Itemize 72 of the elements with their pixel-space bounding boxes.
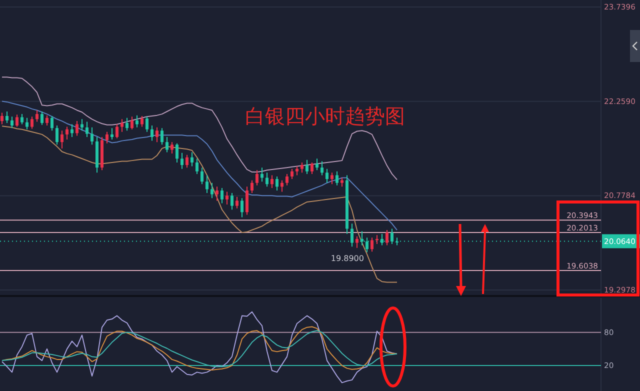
candlestick	[70, 124, 74, 138]
candlestick	[300, 162, 304, 174]
candlestick	[46, 114, 48, 126]
candlestick	[370, 237, 374, 252]
candlestick	[256, 170, 258, 186]
candlestick	[116, 124, 118, 139]
candlestick	[310, 162, 314, 174]
candlestick	[110, 128, 114, 140]
candlestick	[90, 126, 94, 146]
candlestick	[156, 126, 158, 143]
candlestick	[286, 173, 288, 186]
candlestick	[166, 136, 168, 153]
candlestick	[190, 152, 194, 167]
candlestick	[60, 130, 64, 149]
candlestick	[280, 180, 284, 192]
candlestick	[240, 198, 244, 218]
candlestick	[20, 114, 24, 125]
candlestick	[200, 167, 204, 185]
candlestick	[266, 172, 268, 188]
candlestick	[36, 110, 38, 122]
candlestick	[80, 118, 84, 132]
candlestick	[216, 186, 218, 202]
candlestick	[326, 168, 328, 184]
candlestick	[316, 158, 318, 171]
candlestick	[276, 176, 278, 192]
candlestick	[336, 170, 338, 186]
candlestick	[170, 142, 174, 154]
candlestick	[290, 168, 294, 180]
candlestick	[306, 159, 308, 174]
candlestick	[50, 115, 54, 132]
candlestick	[220, 187, 224, 204]
candlestick	[16, 114, 18, 128]
candlestick	[250, 180, 254, 194]
candlestick	[106, 131, 108, 144]
candlestick	[206, 174, 208, 194]
candlestick	[130, 116, 134, 130]
candlestick	[120, 118, 124, 132]
annotation: 19.8900	[330, 254, 364, 263]
candlestick	[56, 125, 58, 146]
candlestick	[6, 111, 8, 124]
candlestick	[270, 174, 274, 188]
candlestick	[196, 158, 198, 174]
candlestick	[76, 120, 78, 136]
candlestick	[10, 116, 14, 129]
text: 白银四小时趋势图	[245, 104, 405, 128]
candlestick	[330, 172, 334, 185]
candlestick	[160, 128, 164, 146]
candlestick	[356, 236, 358, 248]
candlestick	[66, 126, 68, 140]
candlestick	[146, 116, 148, 132]
line-series	[2, 126, 398, 283]
candlestick	[176, 142, 178, 163]
candlestick	[140, 115, 144, 128]
candlestick	[0, 112, 4, 125]
candlestick	[260, 167, 264, 182]
candlestick	[86, 121, 88, 138]
candlestick	[186, 154, 188, 168]
candlestick	[236, 196, 238, 209]
candlestick	[230, 192, 234, 210]
candlestick	[320, 160, 324, 176]
candlestick	[386, 230, 388, 246]
candlestick	[150, 125, 154, 142]
candlestick	[246, 186, 248, 216]
candlestick	[126, 117, 128, 132]
candlestick	[26, 117, 28, 130]
candlestick	[226, 191, 228, 206]
candlestick	[136, 114, 138, 128]
candlestick	[40, 111, 44, 126]
candlestick	[210, 182, 214, 199]
candlestick	[30, 116, 34, 130]
candlestick	[180, 152, 184, 170]
line-series	[2, 311, 398, 384]
